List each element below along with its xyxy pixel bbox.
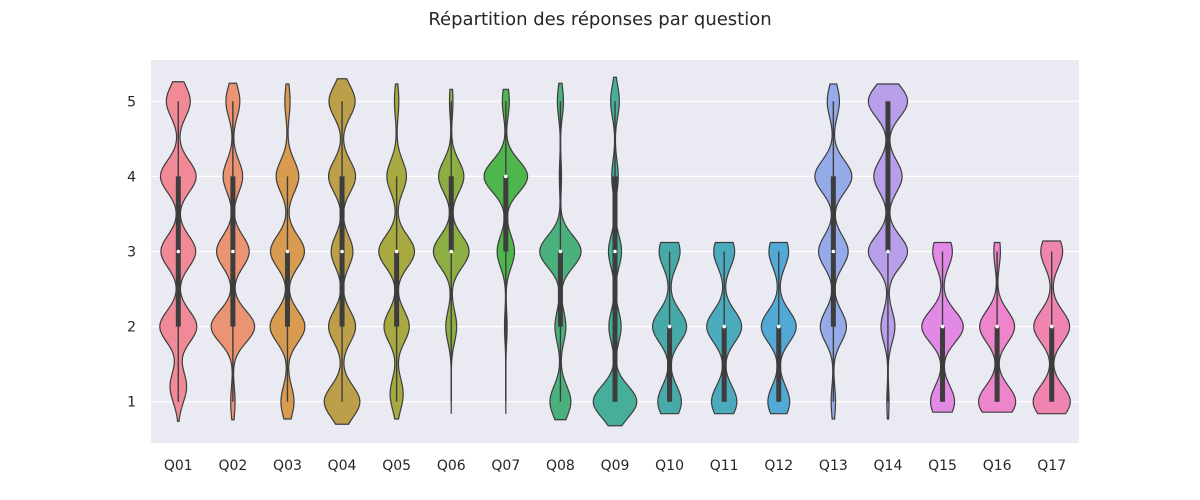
violin-Q02	[210, 82, 256, 421]
violin-Q16	[977, 241, 1017, 413]
violin-Q11	[706, 241, 743, 415]
median-dot-Q04	[340, 249, 344, 254]
x-tick-label: Q08	[546, 458, 575, 474]
x-tick-label: Q10	[655, 458, 684, 474]
median-dot-Q14	[886, 249, 890, 254]
median-dot-Q15	[940, 324, 945, 329]
x-tick-label: Q11	[710, 458, 739, 474]
median-dot-Q06	[449, 249, 454, 254]
violin-Q05	[378, 83, 416, 420]
median-dot-Q12	[776, 324, 781, 329]
violins	[159, 76, 1071, 427]
violin-Q01	[159, 81, 198, 422]
x-tick-label: Q14	[874, 458, 903, 474]
median-dot-Q08	[558, 249, 563, 254]
x-tick-label: Q07	[491, 458, 520, 474]
x-tick-label: Q05	[382, 458, 411, 474]
x-tick-label: Q06	[437, 458, 466, 474]
violin-Q10	[651, 241, 688, 415]
violin-Q15	[921, 241, 964, 413]
x-tick-label: Q03	[273, 458, 302, 474]
y-tick-label: 3	[127, 245, 136, 261]
x-tick-label: Q01	[164, 458, 193, 474]
violin-Q04	[323, 78, 361, 425]
median-dot-Q07	[504, 174, 508, 179]
violin-Q14	[867, 83, 909, 420]
x-tick-label: Q12	[764, 458, 793, 474]
x-tick-labels: Q01 Q02 Q03 Q04 Q05 Q06 Q07 Q08 Q09 Q10 Q11 Q12 Q13 Q…	[164, 458, 1066, 474]
violin-Q08	[539, 82, 582, 421]
y-tick-label: 2	[127, 320, 136, 336]
median-dot-Q01	[176, 249, 181, 254]
median-dot-Q03	[285, 249, 290, 254]
x-tick-label: Q15	[928, 458, 957, 474]
median-dot-Q11	[722, 324, 726, 329]
median-dot-Q17	[1049, 324, 1054, 329]
violin-Q12	[760, 241, 797, 415]
y-tick-labels: 1 2 3 4 5	[127, 94, 136, 410]
y-tick-label: 5	[127, 94, 136, 110]
violin-Q07	[483, 88, 529, 414]
violin-Q13	[814, 83, 853, 420]
median-dot-Q05	[394, 249, 399, 254]
chart-title: Répartition des réponses par question	[428, 9, 771, 30]
x-tick-label: Q02	[218, 458, 247, 474]
violin-Q17	[1032, 240, 1071, 415]
median-dot-Q13	[831, 249, 836, 254]
x-tick-label: Q17	[1037, 458, 1066, 474]
median-dot-Q02	[231, 249, 235, 254]
violin-Q03	[269, 83, 306, 420]
median-dot-Q09	[613, 249, 617, 254]
x-tick-label: Q04	[328, 458, 357, 474]
x-tick-label: Q13	[819, 458, 848, 474]
y-tick-label: 4	[127, 169, 136, 185]
x-tick-label: Q16	[983, 458, 1012, 474]
median-dot-Q16	[995, 324, 999, 329]
y-tick-label: 1	[127, 395, 136, 411]
violin-Q06	[432, 88, 470, 414]
median-dot-Q10	[667, 324, 672, 329]
x-tick-label: Q09	[601, 458, 630, 474]
violin-Q09	[592, 76, 638, 427]
